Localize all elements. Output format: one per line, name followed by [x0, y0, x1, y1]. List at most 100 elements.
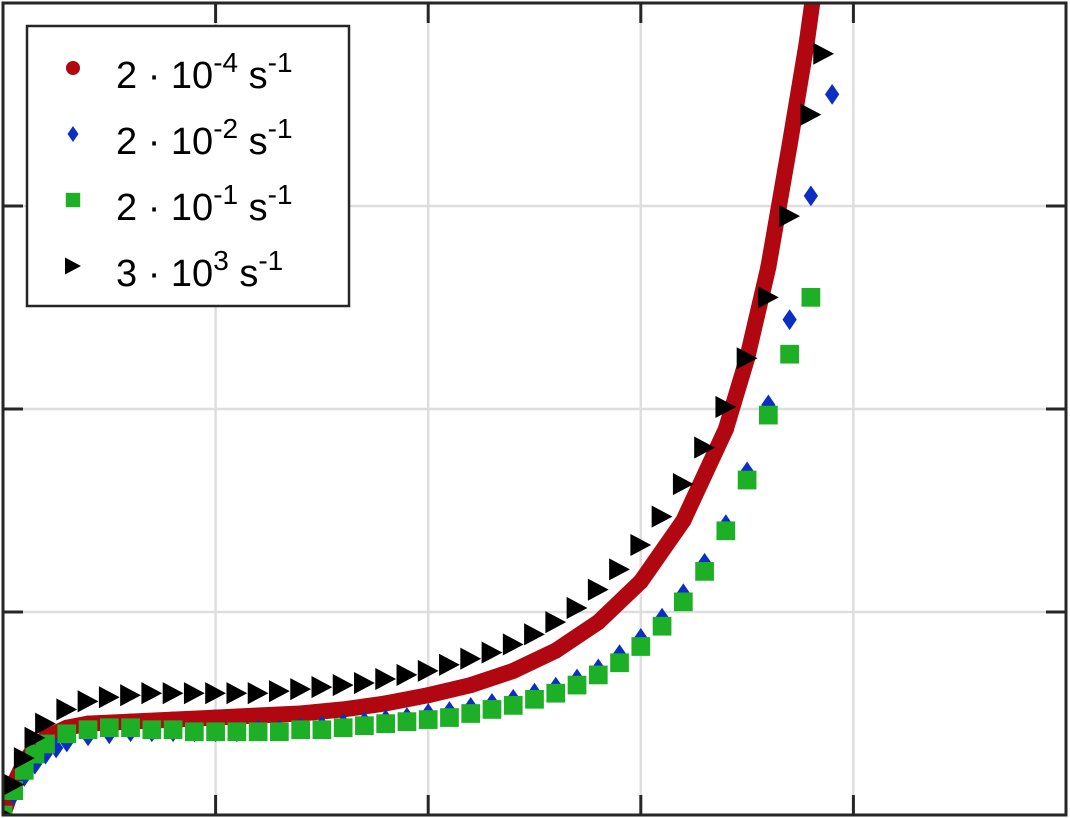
data-point — [292, 705, 309, 722]
data-point — [781, 137, 798, 154]
data-point — [163, 720, 183, 740]
data-point — [291, 720, 310, 740]
data-point — [630, 533, 652, 557]
legend-label-part: 2 — [116, 55, 148, 97]
data-point — [801, 287, 821, 307]
data-point — [162, 682, 184, 705]
legend-label-superscript: -1 — [268, 47, 293, 78]
data-point — [673, 592, 693, 612]
data-point — [121, 718, 140, 738]
data-point — [567, 675, 587, 695]
data-point — [610, 653, 629, 673]
data-point — [183, 682, 205, 705]
data-point — [247, 682, 269, 705]
data-point — [417, 659, 439, 682]
data-point — [420, 687, 437, 704]
data-point — [737, 470, 757, 490]
legend-label-part: · — [148, 253, 161, 295]
legend-label: 3 · 103 s-1 — [116, 245, 283, 295]
legend-label-part: s — [229, 253, 259, 295]
legend-label-part: · — [148, 187, 161, 229]
legend-label-superscript: -1 — [268, 113, 293, 144]
data-point — [250, 707, 267, 724]
data-point — [205, 682, 226, 705]
data-point — [376, 714, 396, 734]
data-point — [439, 653, 460, 676]
data-point — [440, 708, 459, 727]
data-point — [717, 421, 734, 438]
data-point — [588, 665, 608, 685]
data-point — [354, 672, 375, 695]
legend-marker — [67, 126, 79, 142]
legend-label-part: 3 — [116, 253, 148, 295]
data-point — [355, 716, 374, 736]
data-point — [184, 722, 204, 742]
data-point — [780, 344, 799, 364]
legend-label-superscript: 3 — [213, 245, 229, 276]
data-point — [631, 637, 651, 656]
data-point — [546, 683, 566, 703]
data-point — [99, 718, 119, 738]
data-point — [760, 258, 777, 275]
legend-marker — [65, 192, 81, 208]
data-point — [35, 712, 56, 735]
data-point — [377, 695, 394, 712]
legend-label-part: 2 — [116, 187, 148, 229]
legend-label-superscript: -1 — [213, 179, 238, 210]
legend-label-part: s — [238, 187, 268, 229]
data-point — [632, 573, 649, 590]
legend-label-part: 10 — [160, 187, 213, 229]
data-point — [270, 722, 289, 742]
legend-label-part: 10 — [160, 253, 213, 295]
data-point — [227, 722, 247, 742]
data-point — [694, 436, 715, 459]
data-point — [675, 512, 692, 529]
data-point — [13, 747, 35, 770]
data-point — [120, 684, 141, 707]
data-point — [715, 395, 737, 419]
data-point — [206, 722, 225, 742]
data-point — [462, 677, 479, 694]
data-point — [142, 720, 162, 740]
data-point — [652, 616, 672, 636]
data-point — [248, 722, 268, 742]
legend-label-superscript: -1 — [268, 179, 293, 210]
data-point — [824, 83, 840, 105]
data-point — [590, 614, 607, 631]
data-point — [397, 712, 417, 731]
data-point — [57, 724, 77, 744]
data-point — [813, 42, 835, 65]
data-point — [779, 205, 801, 228]
data-point — [525, 689, 544, 709]
legend-label-superscript: -1 — [258, 245, 283, 276]
data-point — [502, 633, 524, 656]
legend-label-part: · — [148, 55, 161, 97]
data-point — [226, 682, 248, 705]
data-series — [3, 3, 840, 815]
data-point — [482, 700, 502, 719]
data-point — [461, 704, 481, 723]
data-point — [396, 663, 418, 686]
legend-label-part: s — [238, 55, 268, 97]
data-point — [333, 718, 353, 738]
data-point — [481, 641, 503, 664]
legend-label-part: · — [148, 121, 161, 163]
data-point — [268, 680, 290, 703]
data-point — [566, 596, 588, 619]
legend-box — [25, 24, 351, 308]
data-point — [587, 578, 609, 601]
data-point — [335, 701, 352, 718]
legend-label-part: 10 — [160, 55, 213, 97]
legend-marker — [65, 257, 81, 275]
data-point — [503, 696, 523, 715]
data-point — [3, 805, 13, 815]
legend: 2 · 10-4 s-12 · 10-2 s-12 · 10-1 s-13 · … — [25, 24, 351, 308]
data-point — [757, 286, 779, 309]
data-point — [98, 686, 120, 709]
legend-label-part: 10 — [160, 121, 213, 163]
data-point — [77, 690, 99, 713]
data-point — [3, 773, 25, 796]
data-point — [207, 709, 224, 726]
data-point — [716, 521, 736, 541]
